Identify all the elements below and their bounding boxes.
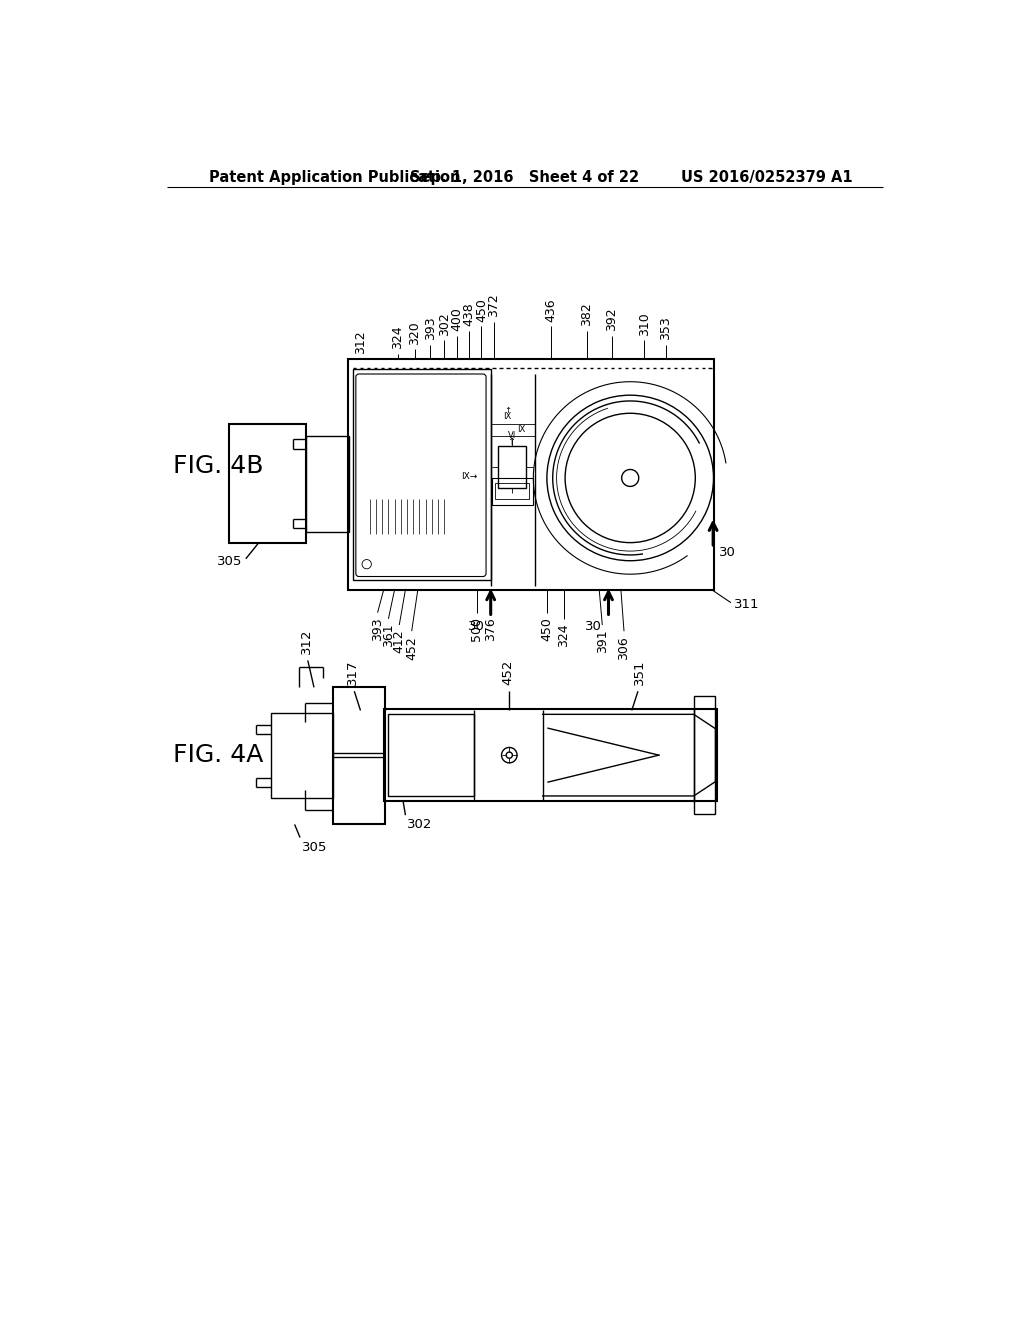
Bar — [499, 446, 526, 488]
Text: 302: 302 — [437, 312, 451, 335]
Text: Sep. 1, 2016   Sheet 4 of 22: Sep. 1, 2016 Sheet 4 of 22 — [411, 170, 639, 185]
Bar — [228, 424, 306, 544]
Text: 30: 30 — [586, 620, 602, 634]
Bar — [271, 713, 334, 797]
Text: 452: 452 — [406, 636, 418, 660]
Text: IX: IX — [504, 412, 512, 421]
Text: IX→: IX→ — [461, 473, 477, 480]
Text: 305: 305 — [302, 841, 327, 854]
Text: 351: 351 — [633, 660, 646, 685]
Text: 312: 312 — [300, 628, 312, 655]
Text: 436: 436 — [545, 298, 558, 322]
Text: 311: 311 — [734, 598, 760, 611]
Text: 305: 305 — [217, 556, 243, 569]
Bar — [388, 714, 474, 796]
Text: 30: 30 — [719, 546, 735, 560]
Text: ↑: ↑ — [504, 405, 511, 414]
Text: ↑: ↑ — [508, 437, 516, 446]
Bar — [348, 359, 714, 590]
Text: 400: 400 — [451, 308, 463, 331]
Text: 393: 393 — [424, 317, 437, 341]
Bar — [493, 478, 532, 506]
Text: Patent Application Publication: Patent Application Publication — [209, 170, 461, 185]
Bar — [333, 688, 385, 825]
Text: 306: 306 — [617, 636, 631, 660]
Text: 391: 391 — [596, 630, 609, 653]
Text: 361: 361 — [382, 623, 395, 647]
Text: 317: 317 — [346, 660, 359, 685]
Text: 500: 500 — [470, 618, 483, 642]
Text: 324: 324 — [557, 623, 570, 647]
Bar — [693, 696, 716, 814]
Text: 376: 376 — [484, 618, 498, 642]
Text: 302: 302 — [407, 817, 432, 830]
Text: 450: 450 — [540, 618, 553, 642]
Text: 310: 310 — [638, 312, 650, 335]
Bar — [496, 483, 529, 499]
Text: 353: 353 — [659, 317, 673, 341]
Text: 452: 452 — [502, 660, 514, 685]
Text: 450: 450 — [475, 298, 487, 322]
Text: 412: 412 — [393, 630, 406, 653]
Text: 382: 382 — [581, 302, 593, 326]
Text: 324: 324 — [391, 326, 404, 350]
Text: FIG. 4A: FIG. 4A — [173, 743, 263, 767]
Text: 372: 372 — [487, 293, 501, 317]
Text: 392: 392 — [605, 308, 618, 331]
Text: 30: 30 — [468, 620, 484, 634]
Text: IX: IX — [517, 425, 526, 434]
Text: 393: 393 — [371, 618, 384, 642]
Text: 312: 312 — [354, 330, 367, 354]
Text: US 2016/0252379 A1: US 2016/0252379 A1 — [681, 170, 853, 185]
Bar — [352, 368, 490, 579]
Text: 438: 438 — [463, 302, 475, 326]
Bar — [306, 436, 349, 532]
Text: VI: VI — [508, 432, 516, 440]
Text: 320: 320 — [409, 321, 421, 345]
Text: FIG. 4B: FIG. 4B — [173, 454, 263, 478]
Bar — [384, 709, 717, 801]
